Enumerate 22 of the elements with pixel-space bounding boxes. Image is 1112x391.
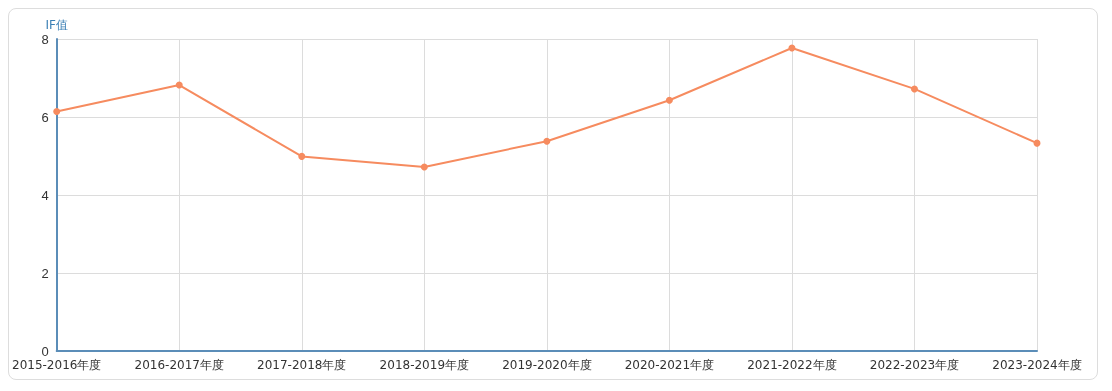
point (298, 152, 306, 160)
x-tick-label: 2018-2019年度 (379, 358, 470, 372)
point (420, 163, 428, 171)
x-tick-label: 2022-2023年度 (869, 358, 960, 372)
point (910, 85, 918, 93)
point (665, 96, 673, 104)
y-tick-label: 4 (41, 187, 49, 203)
y-tick-label: 6 (41, 109, 49, 125)
y-tick-label: 2 (41, 265, 49, 281)
x-tick-label: 2017-2018年度 (257, 358, 347, 372)
x-tick-label: 2023-2024年度 (992, 358, 1082, 372)
x-tick-label: 2021-2022年度 (747, 358, 837, 372)
x-tick-label: 2019-2020年度 (502, 358, 592, 372)
x-tick-label: 2015-2016年度 (11, 358, 102, 372)
y-axis-title: IF值 (45, 18, 68, 32)
y-tick-label: 0 (41, 343, 49, 359)
point (175, 81, 183, 89)
y-tick-label: 8 (41, 31, 49, 47)
x-tick-label: 2020-2021年度 (624, 358, 715, 372)
point (53, 108, 61, 116)
point (543, 137, 551, 145)
x-tick-label: 2016-2017年度 (134, 358, 224, 372)
